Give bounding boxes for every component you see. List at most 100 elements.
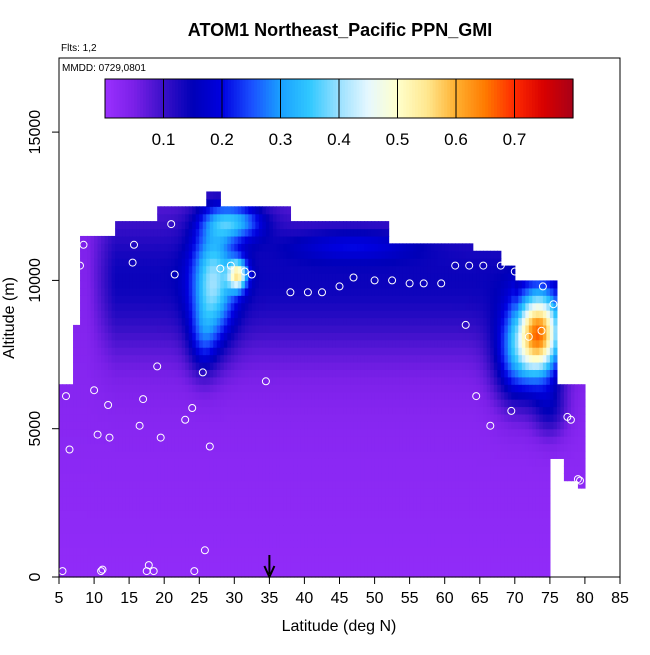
heatmap-cell: [272, 376, 277, 385]
heatmap-cell: [234, 502, 239, 511]
heatmap-cell: [244, 488, 249, 497]
heatmap-cell: [216, 354, 221, 363]
heatmap-cell: [111, 502, 116, 511]
heatmap-cell: [136, 488, 141, 497]
heatmap-cell: [178, 339, 183, 348]
heatmap-cell: [241, 458, 246, 467]
heatmap-cell: [290, 324, 295, 333]
heatmap-cell: [286, 250, 292, 259]
heatmap-cell: [209, 495, 214, 504]
heatmap-cell: [286, 421, 292, 430]
heatmap-cell: [188, 547, 193, 556]
heatmap-cell: [199, 391, 204, 400]
heatmap-cell: [136, 302, 141, 311]
heatmap-cell: [325, 295, 330, 304]
heatmap-cell: [132, 376, 137, 385]
heatmap-cell: [335, 369, 341, 378]
heatmap-cell: [104, 339, 109, 348]
heatmap-cell: [318, 235, 323, 244]
heatmap-cell: [129, 488, 134, 497]
heatmap-cell: [150, 347, 155, 356]
heatmap-cell: [300, 554, 306, 563]
heatmap-cell: [262, 488, 267, 497]
heatmap-cell: [192, 206, 197, 215]
heatmap-cell: [399, 569, 404, 578]
heatmap-cell: [335, 488, 341, 497]
heatmap-cell: [153, 465, 158, 474]
heatmap-cell: [276, 206, 281, 215]
heatmap-cell: [423, 310, 428, 319]
heatmap-cell: [325, 369, 330, 378]
heatmap-cell: [318, 473, 323, 482]
heatmap-cell: [153, 317, 158, 326]
heatmap-cell: [237, 243, 242, 252]
heatmap-cell: [307, 495, 313, 504]
heatmap-cell: [188, 302, 193, 311]
heatmap-cell: [139, 502, 144, 511]
heatmap-cell: [174, 339, 179, 348]
heatmap-cell: [199, 406, 204, 415]
heatmap-cell: [59, 510, 64, 519]
heatmap-cell: [364, 354, 369, 363]
heatmap-cell: [199, 428, 204, 437]
heatmap-cell: [318, 502, 323, 511]
heatmap-cell: [87, 428, 92, 437]
heatmap-cell: [111, 235, 116, 244]
heatmap-cell: [346, 376, 351, 385]
heatmap-cell: [80, 428, 85, 437]
heatmap-cell: [157, 317, 162, 326]
heatmap-cell: [258, 339, 263, 348]
heatmap-cell: [227, 569, 232, 578]
heatmap-cell: [381, 317, 386, 326]
heatmap-cell: [360, 554, 365, 563]
heatmap-cell: [174, 258, 179, 267]
heatmap-cell: [220, 495, 225, 504]
heatmap-cell: [318, 413, 323, 422]
heatmap-cell: [395, 465, 400, 474]
heatmap-cell: [216, 569, 221, 578]
heatmap-cell: [94, 406, 99, 415]
heatmap-cell: [251, 369, 256, 378]
heatmap-cell: [300, 525, 306, 534]
heatmap-cell: [388, 510, 393, 519]
heatmap-cell: [136, 324, 141, 333]
heatmap-cell: [164, 287, 169, 296]
heatmap-cell: [311, 391, 316, 400]
heatmap-cell: [343, 324, 348, 333]
heatmap-cell: [234, 376, 239, 385]
heatmap-cell: [125, 369, 130, 378]
heatmap-cell: [367, 250, 372, 259]
heatmap-cell: [132, 347, 137, 356]
heatmap-cell: [350, 488, 355, 497]
heatmap-cell: [209, 399, 214, 408]
heatmap-cell: [111, 376, 116, 385]
heatmap-cell: [83, 399, 88, 408]
heatmap-cell: [115, 473, 120, 482]
heatmap-cell: [220, 473, 225, 482]
heatmap-cell: [420, 473, 425, 482]
heatmap-cell: [413, 554, 418, 563]
heatmap-cell: [188, 295, 193, 304]
heatmap-cell: [364, 517, 369, 526]
heatmap-cell: [83, 413, 88, 422]
heatmap-cell: [136, 539, 141, 548]
heatmap-cell: [101, 502, 106, 511]
heatmap-cell: [73, 413, 78, 422]
heatmap-cell: [185, 258, 190, 267]
heatmap-cell: [406, 421, 411, 430]
heatmap-cell: [364, 465, 369, 474]
heatmap-cell: [409, 473, 414, 482]
heatmap-cell: [94, 273, 99, 282]
heatmap-cell: [427, 310, 432, 319]
heatmap-cell: [360, 310, 365, 319]
heatmap-cell: [234, 295, 239, 304]
heatmap-cell: [402, 436, 407, 445]
heatmap-cell: [300, 517, 306, 526]
heatmap-cell: [115, 235, 120, 244]
heatmap-cell: [364, 287, 369, 296]
heatmap-cell: [167, 495, 172, 504]
heatmap-cell: [136, 265, 141, 274]
heatmap-cell: [164, 391, 169, 400]
heatmap-cell: [241, 539, 246, 548]
heatmap-cell: [413, 465, 418, 474]
